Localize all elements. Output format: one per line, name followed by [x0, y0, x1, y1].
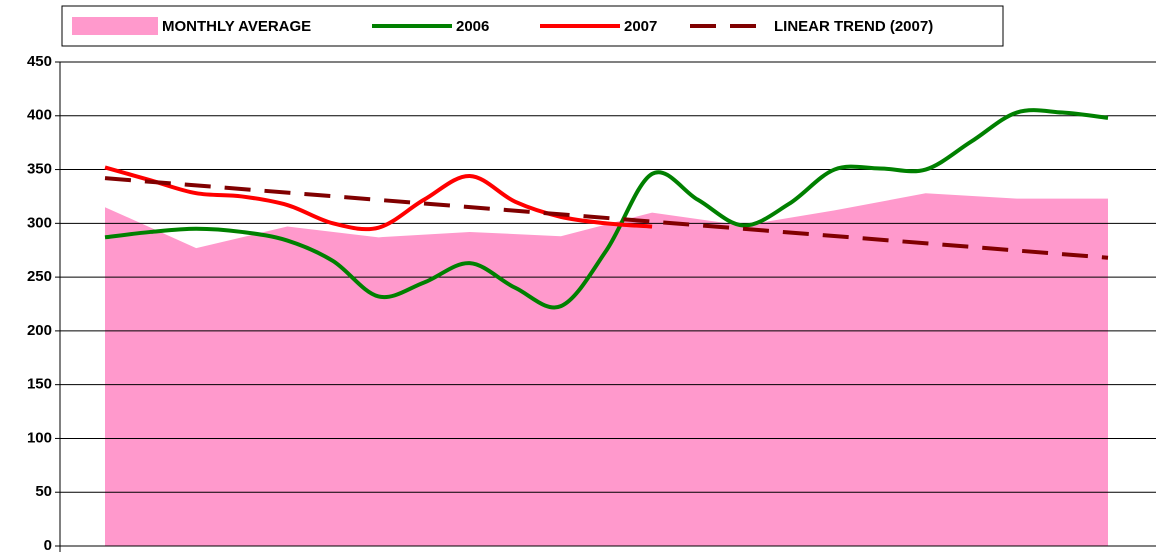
y-tick-label: 0 [44, 537, 52, 552]
legend-swatch [72, 17, 158, 35]
y-tick-label: 200 [27, 322, 52, 339]
legend-label: 2006 [456, 18, 489, 35]
trend-line [104, 176, 1109, 260]
y-tick-label: 350 [27, 161, 52, 178]
y-tick-label: 300 [27, 214, 52, 231]
y-tick-label: 450 [27, 53, 52, 70]
legend-label: MONTHLY AVERAGE [162, 18, 311, 35]
line [104, 108, 1109, 310]
y-tick-label: 250 [27, 268, 52, 285]
legend-label: 2007 [624, 18, 657, 35]
line [104, 165, 653, 232]
legend-box [61, 5, 1004, 47]
legend-label: LINEAR TREND (2007) [774, 18, 933, 35]
y-tick-label: 100 [27, 429, 52, 446]
y-tick-label: 150 [27, 376, 52, 393]
y-tick-label: 400 [27, 107, 52, 124]
y-tick-label: 50 [35, 483, 52, 500]
